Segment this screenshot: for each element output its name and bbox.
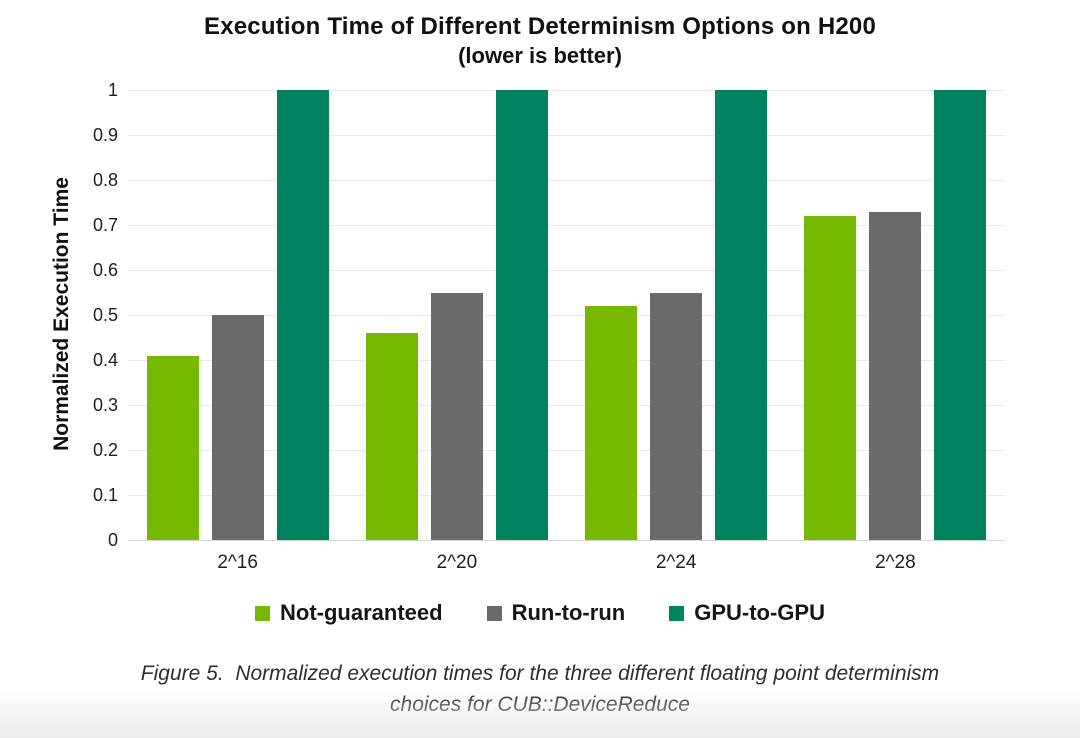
chart-title-line2: (lower is better) [458,43,622,68]
figure-caption-line2: choices for CUB::DeviceReduce [390,693,690,716]
gridline [128,225,1005,226]
legend: Not-guaranteed Run-to-run GPU-to-GPU [0,600,1080,626]
legend-swatch-icon [255,605,271,621]
bar [650,292,703,540]
bar [804,216,857,540]
legend-item: Run-to-run [486,600,626,626]
legend-label: GPU-to-GPU [694,600,825,625]
gridline [128,360,1005,361]
chart-title-line1: Execution Time of Different Determinism … [203,13,876,40]
gridline [128,270,1005,271]
y-tick-label: 0.4 [92,350,118,370]
y-tick-label: 0.8 [92,170,118,190]
y-tick-label: 0.6 [92,260,118,280]
legend-label: Run-to-run [511,600,626,625]
legend-swatch-icon [486,605,502,621]
gridline [128,90,1005,91]
y-tick-label: 0.5 [92,305,118,325]
figure-caption: Figure 5. Normalized execution times for… [0,658,1080,720]
gridline [128,315,1005,316]
legend-label: Not-guaranteed [280,600,443,625]
y-tick-label: 0.7 [92,215,118,235]
bar [146,355,199,540]
y-tick-label: 0 [107,530,118,550]
x-tick-label: 2^20 [436,552,478,573]
bar [715,90,768,540]
gridline [128,495,1005,496]
gridline [128,405,1005,406]
y-tick-label: 0.2 [92,440,118,460]
figure-caption-line1: Figure 5. Normalized execution times for… [140,662,940,685]
legend-swatch-icon [669,605,685,621]
x-tick-label: 2^24 [655,552,697,573]
bar [585,306,638,540]
gridline [128,180,1005,181]
bar [430,292,483,540]
x-tick-label: 2^28 [875,552,916,573]
gridline [128,135,1005,136]
y-tick-label: 0.3 [92,395,118,415]
x-axis-baseline [128,540,1005,541]
bar [211,315,264,540]
bar [276,90,329,540]
plot-area [128,90,1005,541]
bar [495,90,548,540]
y-tick-label: 0.1 [92,485,118,505]
bar [365,333,418,540]
y-tick-label: 1 [107,80,118,100]
x-tick-label: 2^16 [217,552,258,573]
legend-item: Not-guaranteed [255,600,443,626]
gridline [128,450,1005,451]
legend-item: GPU-to-GPU [669,600,825,626]
bar [934,90,987,540]
chart-title: Execution Time of Different Determinism … [0,12,1080,69]
y-tick-label: 0.9 [92,125,118,145]
bar [869,211,922,540]
